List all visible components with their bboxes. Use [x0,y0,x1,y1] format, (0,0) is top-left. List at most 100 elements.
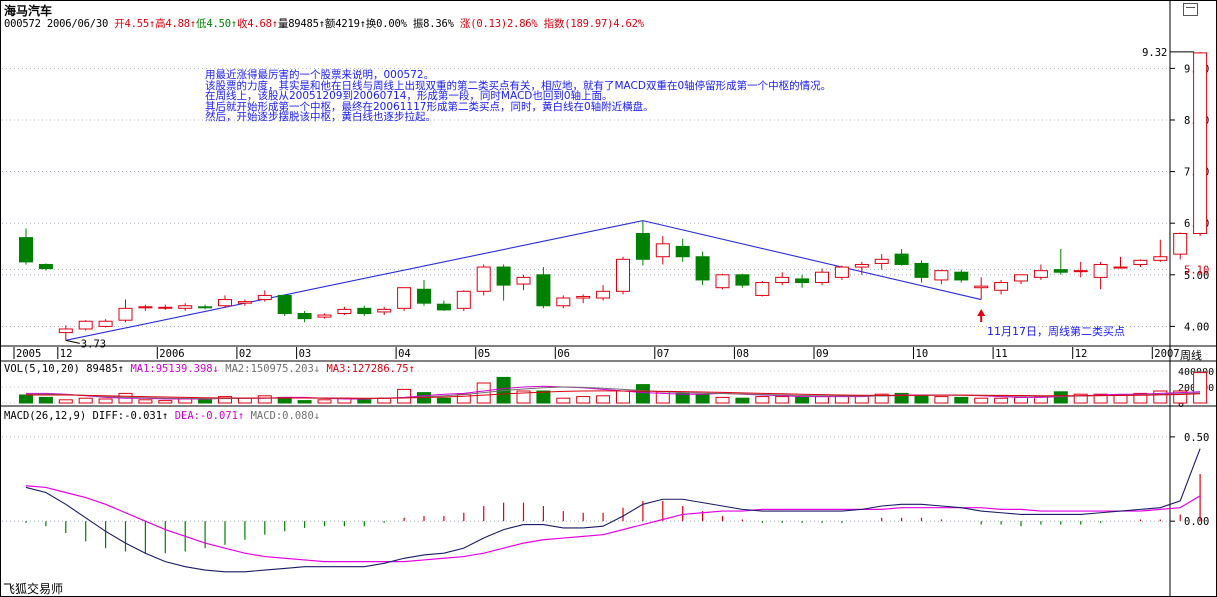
note-line-2: 该股票的力度，其实是和他在日线与周线上出现双重的第二类买点有关，相应地，就有了M… [205,79,832,92]
candle-body [1014,274,1028,282]
time-tick-label-2: 2006 [159,348,184,360]
period-label[interactable]: 周线 [1180,349,1202,362]
candle [178,303,193,311]
candle-body [556,297,571,307]
candle [456,290,471,311]
candle-body [436,303,451,311]
candle-body [58,328,73,334]
candle-body [237,301,252,304]
volume-bar [377,397,392,404]
candle-body [795,278,810,284]
price-tick-label-0: 4.00 [1184,321,1209,333]
volume-bar [198,399,213,404]
candle [257,290,272,302]
volume-bar [1133,392,1148,404]
volume-ma-line-2 [26,386,1201,400]
candle [118,299,133,323]
candle-body [218,299,232,307]
volume-legend-item-1: 89485↑ [86,363,131,375]
volume-bar [516,390,531,404]
candle-body [317,314,332,318]
candle [954,269,969,283]
quote-field-0: 000572 2006/06/30 [4,18,115,30]
candle [476,264,491,296]
volume-bar [715,396,730,404]
volume-bar [218,396,232,404]
candle [536,267,551,309]
volume-bar [138,399,153,404]
window-toggle-icon[interactable] [1183,3,1198,16]
volume-bar [755,396,770,404]
candle [337,306,352,316]
time-tick-label-14: 2007 [1154,348,1179,360]
annotation-note: 用最近涨得最厉害的一个股票来说明，000572。 该股票的力度，其实是和他在日线与… [205,70,831,123]
candle [735,273,750,288]
candle [755,280,770,297]
candle-body [874,258,889,264]
note-line-1: 用最近涨得最厉害的一个股票来说明，000572。 [205,69,435,81]
candle-body [198,306,213,309]
candle-body [178,305,193,309]
volume-bar [317,399,332,404]
volume-tick-label-0: 0 [1178,399,1184,410]
candle-body [397,287,412,309]
candle-body [1193,52,1208,235]
stock-name: 海马汽车 [4,4,53,18]
candle [914,260,929,283]
volume-bar [1053,391,1068,404]
max-price-label: 9.32 [1142,47,1167,59]
volume-bar [795,396,810,404]
diff-line [25,448,1201,573]
candle-body [655,243,670,258]
macd-legend-item-2: DEA:-0.071↑ [174,410,251,422]
candle-body [894,253,909,265]
volume-bar [775,396,790,404]
buy-point-arrow-head [977,309,986,316]
candle-body [357,307,372,314]
quote-field-7: 换0.00% [365,18,407,30]
macd-tick-label-0: 0.00 [1184,516,1209,528]
volume-bar [1093,393,1108,404]
trend-line-1 [65,220,644,341]
volume-bar [1073,393,1088,404]
volume-bar [874,393,889,404]
candle [436,300,451,311]
candle [98,319,113,328]
volume-bar [576,396,591,404]
candle-body [934,270,949,281]
volume-legend-item-0: VOL(5,10,20) [4,363,87,375]
candle-body [118,307,133,321]
dea-line [25,485,1201,563]
candle [834,265,849,280]
candle-body [616,258,630,292]
candle [1193,51,1208,237]
note-line-4: 其后就开始形成第一个中枢，最终在20061117形成第二类买点，同时，黄白线在0… [205,100,654,113]
candle [655,236,670,265]
time-tick-label-4: 03 [299,348,312,360]
time-tick-label-11: 10 [916,348,929,360]
volume-bar [58,399,73,404]
candle [795,274,810,288]
volume-bar [257,395,272,404]
candle [1014,274,1028,285]
volume-legend-item-2: MA1:95139.398↓ [130,363,226,375]
volume-bar [815,396,829,404]
volume-bar [1113,394,1128,404]
candle-body [536,274,551,307]
candle [277,294,292,317]
candle-body [954,271,969,281]
highlight-price-label: 5.10 [1184,265,1209,277]
candle-body [138,306,153,309]
candle [496,264,511,301]
candle [1073,261,1088,278]
candle [1113,256,1128,269]
volume-bar [237,397,252,404]
candle [1153,239,1168,262]
candle-body [1173,233,1188,255]
volume-bar [914,394,929,404]
volume-bar [78,397,93,404]
time-tick-label-13: 12 [1075,348,1088,360]
quote-field-4: 收4.68↑ [236,18,278,30]
volume-bar [954,396,969,404]
candle [317,313,332,319]
